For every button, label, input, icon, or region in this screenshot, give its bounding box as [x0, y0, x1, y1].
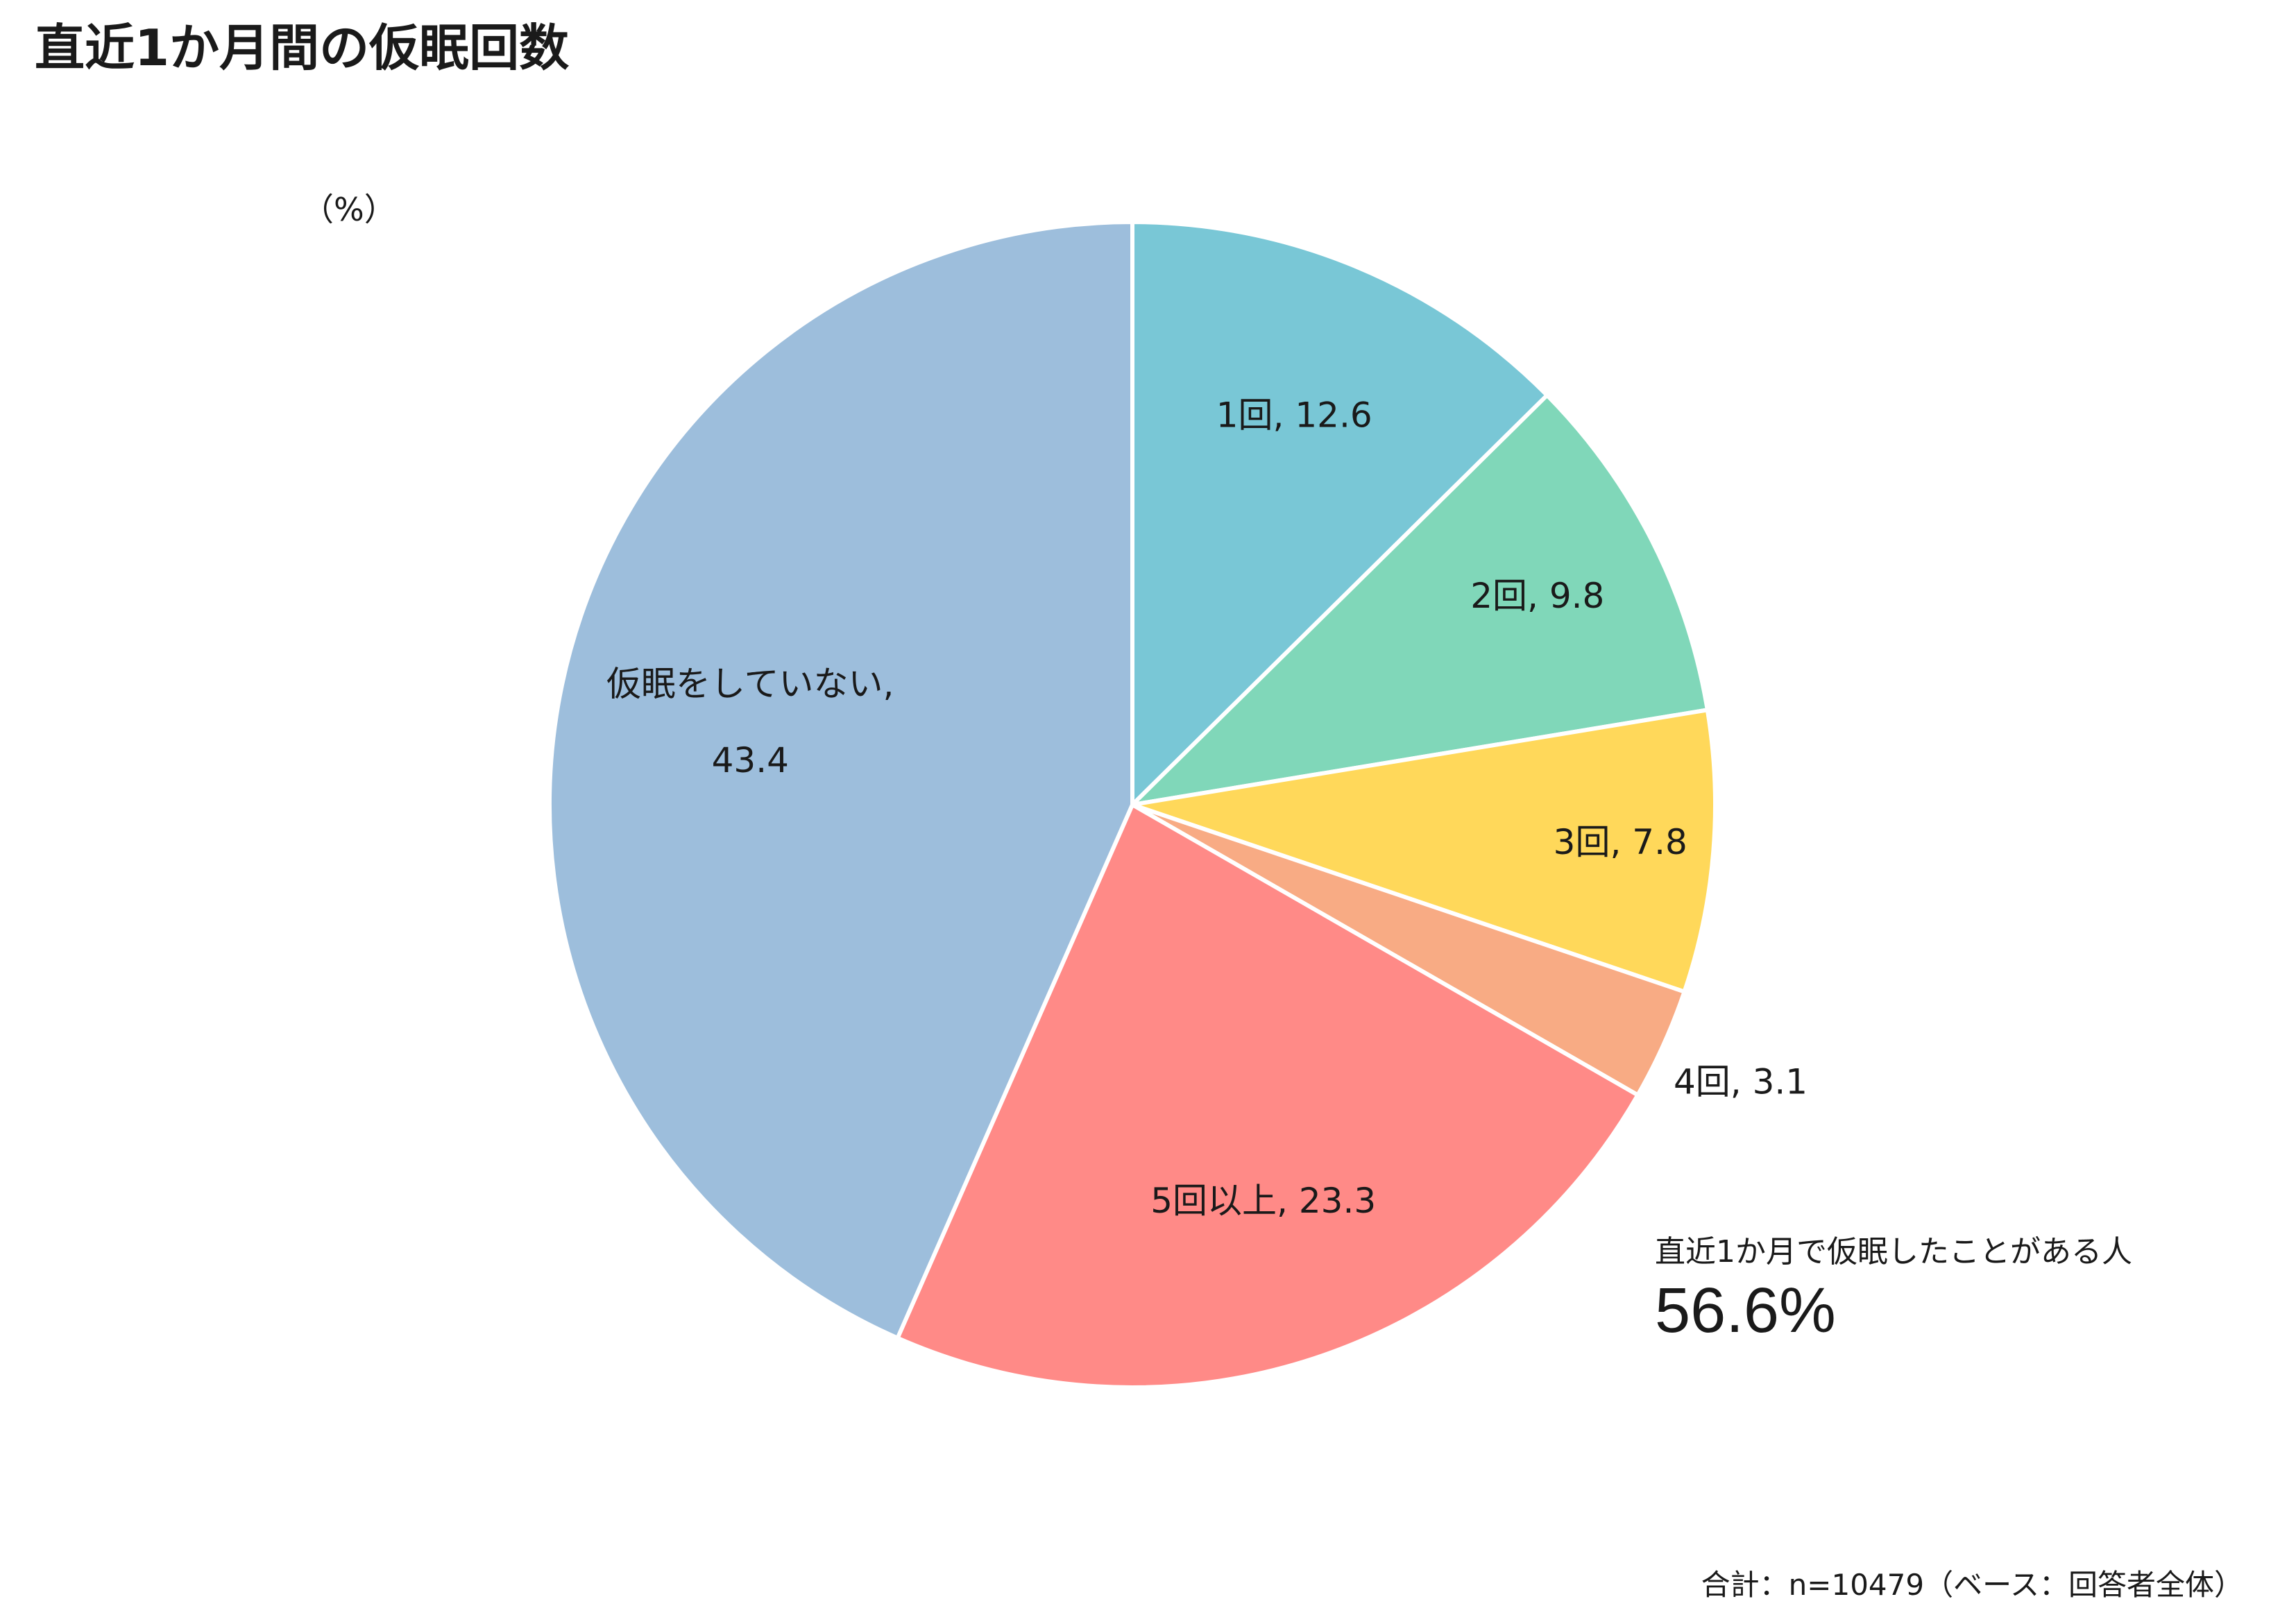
unit-label: （%） — [302, 191, 396, 228]
footnote: 合計：n=10479（ベース：回答者全体） — [1701, 1568, 2243, 1602]
pie-slice-2 — [1130, 393, 1710, 807]
pie-label-1: 1回, 12.6 — [1216, 395, 1372, 435]
callout: 直近1か月で仮眠したことがある人 56.6% — [1655, 1231, 2132, 1348]
pie-slice-3 — [1130, 708, 1718, 994]
pie-label-3: 3回, 7.8 — [1554, 822, 1687, 862]
pie-label-5: 5回以上, 23.3 — [1150, 1181, 1376, 1221]
pie-slices — [547, 220, 1718, 1390]
chart-title: 直近1か月間の仮眠回数 — [35, 19, 570, 77]
pie-label-6: 仮眠をしていない, 43.4 — [606, 664, 894, 780]
pie-label-4: 4回, 3.1 — [1674, 1062, 1808, 1102]
callout-label: 直近1か月で仮眠したことがある人 — [1655, 1234, 2132, 1270]
pie-label-2: 2回, 9.8 — [1470, 576, 1604, 616]
callout-value: 56.6% — [1655, 1275, 1836, 1346]
pie-slice-6 — [547, 220, 1134, 1340]
pie-labels: 1回, 12.6 2回, 9.8 3回, 7.8 4回, 3.1 5回以上, 23.3 仮… — [606, 395, 1808, 1221]
pie-slice-5 — [895, 803, 1640, 1390]
pie-slice-1 — [1130, 220, 1549, 807]
